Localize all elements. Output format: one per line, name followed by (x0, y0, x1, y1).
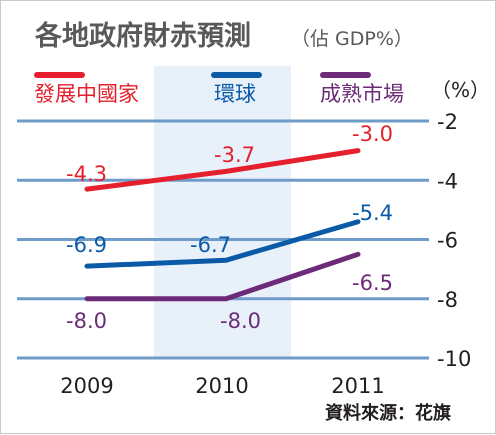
x-axis-ticks: 2009 2010 2011 (60, 374, 384, 398)
series-line-1 (84, 219, 361, 269)
y-tick-label: -6 (437, 229, 458, 253)
data-labels: -4.3 -3.7 -3.0 -6.9 -6.7 -5.4 -8.0 -8.0 -6.5 (66, 122, 393, 333)
y-axis-unit-label: （%） (431, 78, 490, 102)
series-layer (84, 148, 361, 302)
chart-title: 各地政府財赤預測 (34, 20, 251, 52)
data-label: -6.9 (66, 233, 107, 257)
series-line-2 (84, 251, 361, 302)
y-tick-label: -8 (437, 288, 458, 312)
data-label: -6.5 (352, 271, 393, 295)
legend: 發展中國家 環球 成熟市場 (34, 72, 404, 106)
highlight-band-2010 (154, 66, 291, 358)
series-line-0 (84, 148, 361, 192)
data-label: -3.7 (214, 143, 255, 167)
legend-label-2: 成熟市場 (320, 82, 404, 106)
y-tick-label: -10 (437, 347, 471, 371)
y-tick-label: -4 (437, 169, 458, 193)
data-label: -8.0 (66, 309, 107, 333)
legend-label-1: 環球 (214, 82, 256, 106)
y-axis-ticks: -2 -4 -6 -8 -10 (437, 110, 471, 371)
x-tick-label: 2010 (195, 374, 248, 398)
x-tick-label: 2011 (331, 374, 384, 398)
chart-subtitle: （佔 GDP%） (291, 28, 413, 50)
x-tick-label: 2009 (60, 374, 113, 398)
y-tick-label: -2 (437, 110, 458, 134)
data-label: -5.4 (352, 201, 393, 225)
data-label: -8.0 (220, 309, 261, 333)
data-label: -6.7 (190, 233, 231, 257)
data-label: -4.3 (66, 162, 107, 186)
legend-label-0: 發展中國家 (34, 82, 139, 106)
source-note: 資料來源：花旗 (325, 402, 451, 424)
data-label: -3.0 (352, 122, 393, 146)
